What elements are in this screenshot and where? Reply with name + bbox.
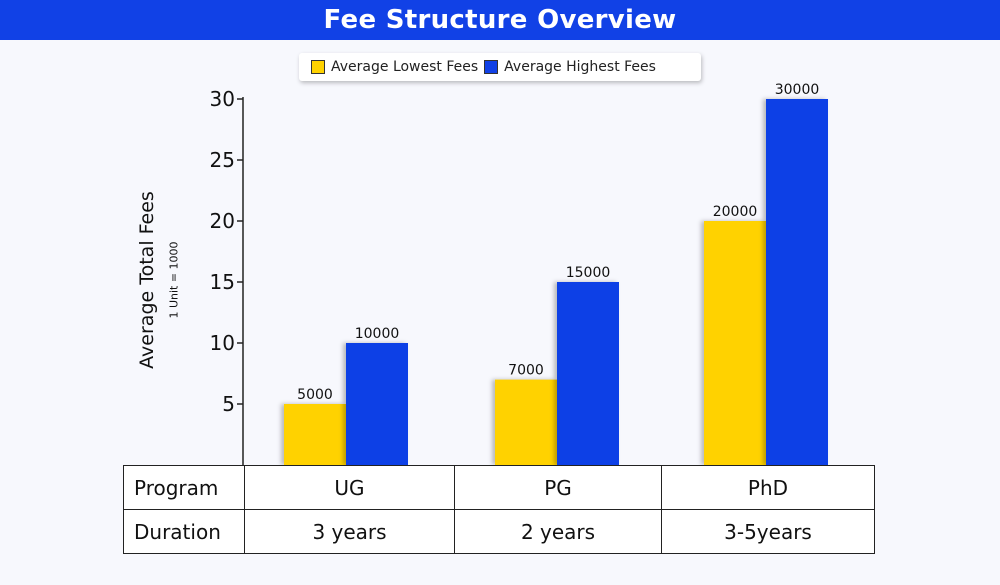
- legend-swatch-highest: [484, 60, 499, 74]
- y-tick-label: 30: [210, 87, 235, 111]
- table-row-program: Program UG PG PhD: [123, 465, 875, 510]
- cell-program-ug: UG: [244, 465, 455, 510]
- bar-pg-lowest: [495, 379, 557, 465]
- y-tick-label: 20: [210, 209, 235, 233]
- program-table: Program UG PG PhD Duration 3 years 2 yea…: [123, 465, 875, 554]
- data-label-pg-lowest: 7000: [508, 363, 544, 379]
- legend-label-highest: Average Highest Fees: [504, 59, 656, 75]
- legend-item-highest: Average Highest Fees: [484, 59, 656, 75]
- cell-program-phd: PhD: [661, 465, 875, 510]
- title-bar: Fee Structure Overview: [0, 0, 1000, 40]
- bar-phd-highest: [766, 99, 828, 465]
- bar-ug-highest: [346, 343, 408, 465]
- data-label-pg-highest: 15000: [566, 265, 611, 281]
- data-label-phd-lowest: 20000: [713, 204, 758, 220]
- legend-item-lowest: Average Lowest Fees: [311, 59, 478, 75]
- data-label-ug-highest: 10000: [355, 326, 400, 342]
- legend-label-lowest: Average Lowest Fees: [331, 59, 479, 75]
- y-tick-label: 15: [210, 270, 235, 294]
- data-label-ug-lowest: 5000: [297, 387, 333, 403]
- y-tick-label: 5: [222, 392, 235, 416]
- cell-duration-pg: 2 years: [454, 509, 662, 554]
- data-label-phd-highest: 30000: [775, 82, 820, 98]
- row-header-program: Program: [123, 465, 245, 510]
- row-header-duration: Duration: [123, 509, 245, 554]
- cell-program-pg: PG: [454, 465, 662, 510]
- chart-title: Fee Structure Overview: [323, 5, 677, 35]
- cell-duration-phd: 3-5years: [661, 509, 875, 554]
- bar-ug-lowest: [284, 404, 346, 465]
- y-tick-label: 10: [210, 331, 235, 355]
- bar-phd-lowest: [704, 221, 766, 465]
- legend-swatch-lowest: [311, 60, 325, 74]
- legend: Average Lowest Fees Average Highest Fees: [299, 53, 701, 81]
- table-row-duration: Duration 3 years 2 years 3-5years: [123, 509, 875, 554]
- cell-duration-ug: 3 years: [244, 509, 455, 554]
- bar-pg-highest: [557, 282, 619, 465]
- y-tick-label: 25: [210, 148, 235, 172]
